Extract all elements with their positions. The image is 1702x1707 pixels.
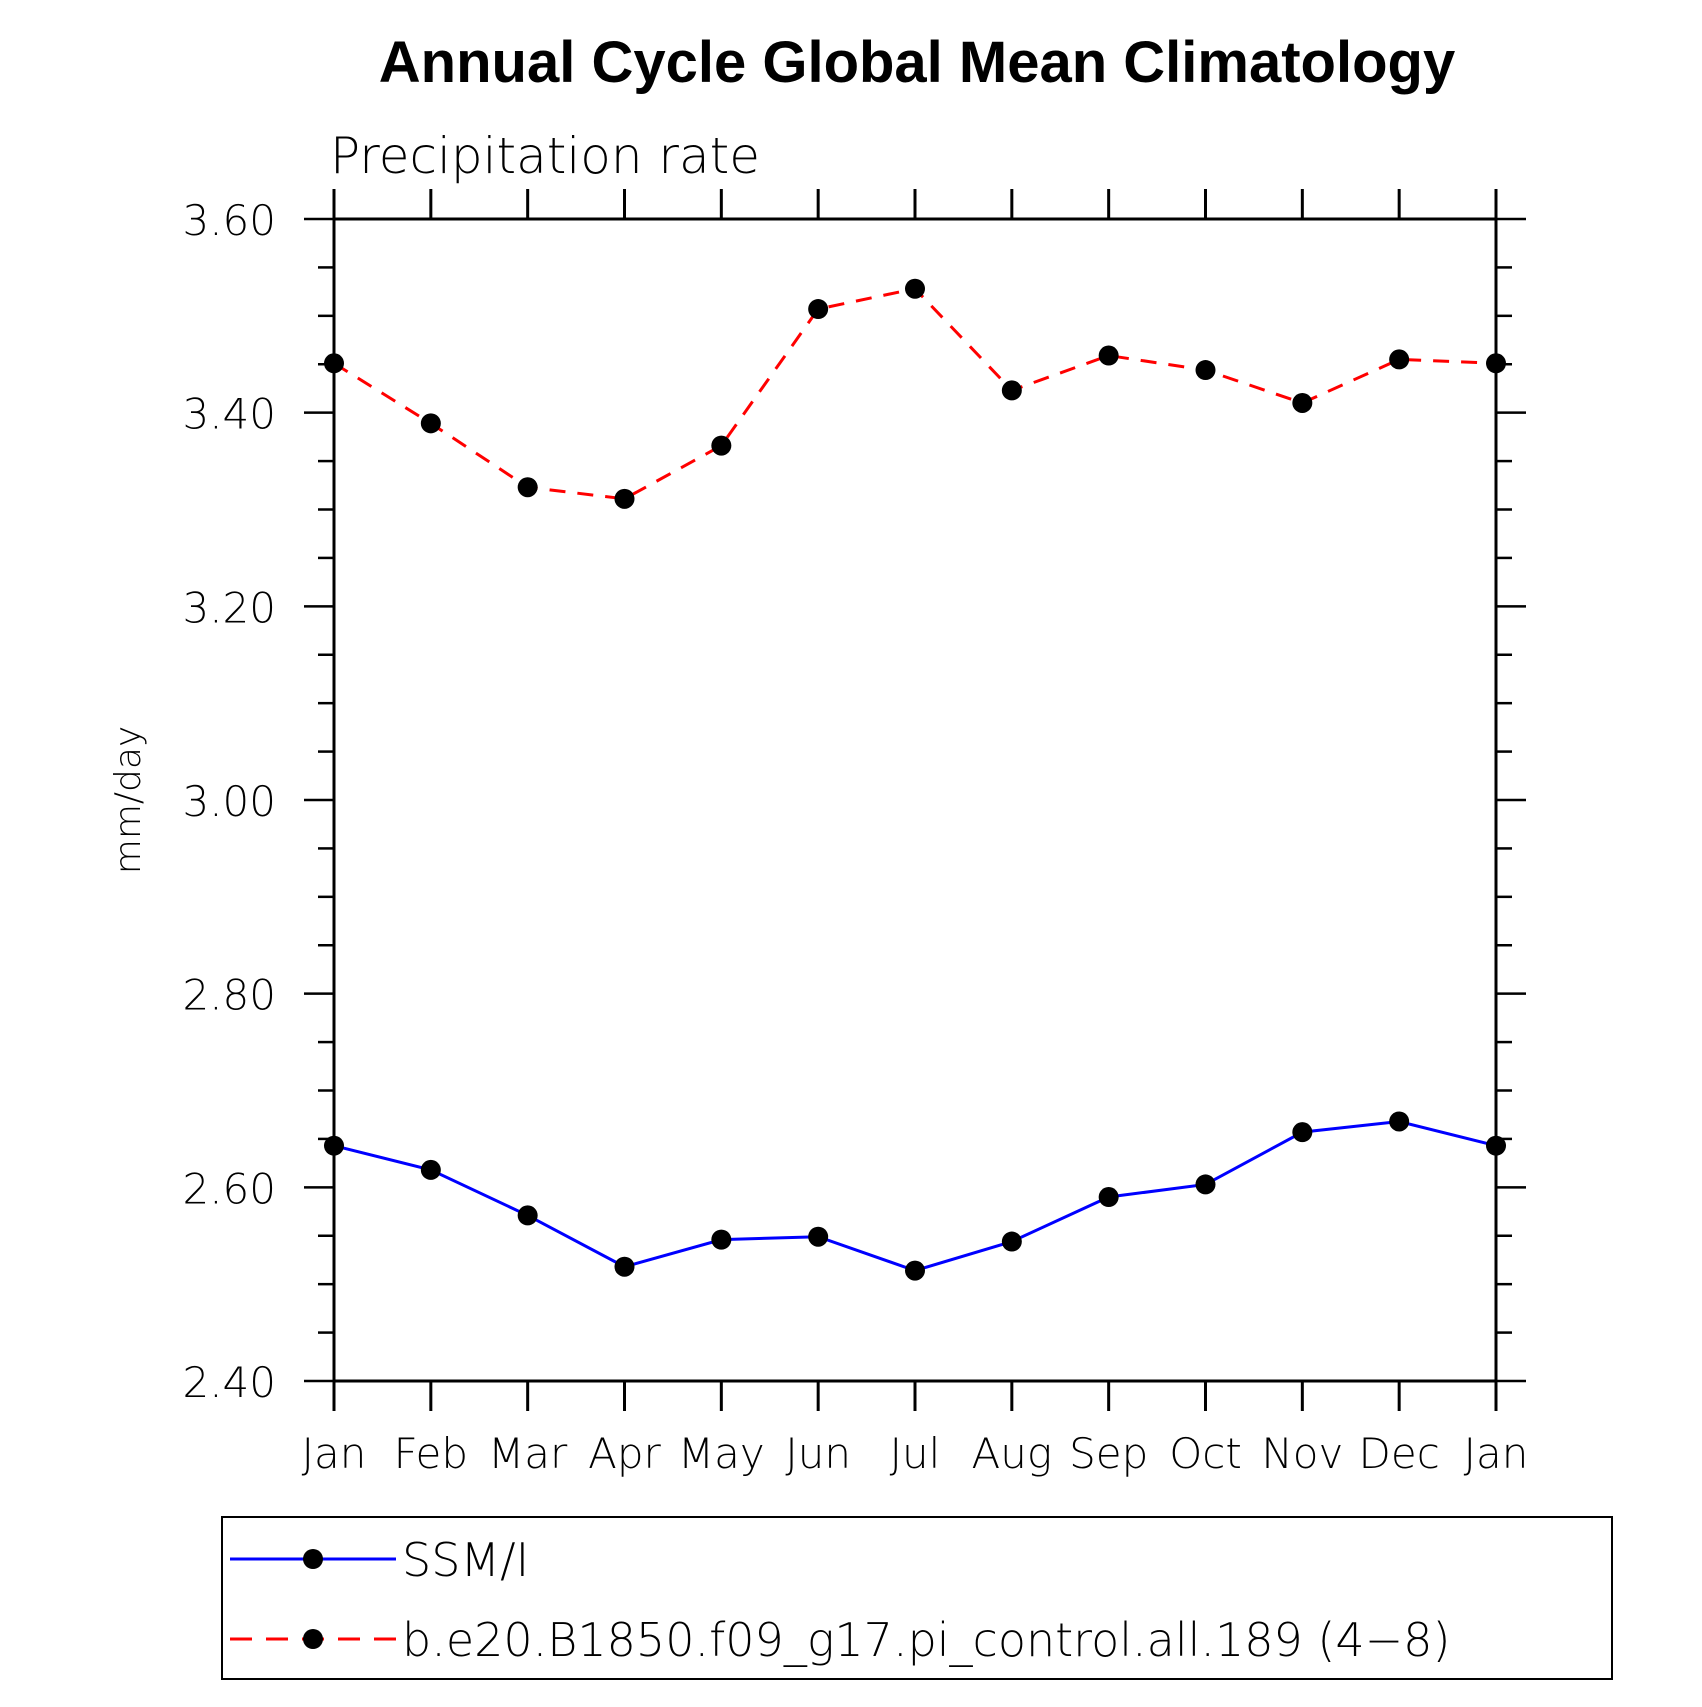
x-tick-label: Nov <box>1261 1429 1343 1478</box>
series-2 <box>324 278 1506 509</box>
data-point <box>1195 1174 1216 1195</box>
y-tick-label: 2.80 <box>182 971 276 1020</box>
x-tick-label: May <box>678 1429 765 1478</box>
axes: Jan Feb Mar Apr May Jun Jul Aug Sep Oct Nov Dec Jan 2… <box>182 189 1528 1478</box>
legend-marker-2 <box>303 1629 323 1649</box>
data-point <box>614 1256 635 1277</box>
data-point <box>1292 1122 1313 1143</box>
data-point <box>711 1229 732 1250</box>
x-tick-label: Apr <box>588 1429 661 1478</box>
data-point <box>808 1226 829 1247</box>
data-point <box>614 488 635 509</box>
x-tick-label: Jan <box>302 1429 367 1478</box>
series-1 <box>324 1111 1506 1281</box>
legend-box <box>221 1516 1613 1680</box>
x-tick-label: Sep <box>1069 1429 1148 1478</box>
data-point <box>1195 360 1216 381</box>
data-point <box>324 1135 344 1156</box>
y-tick-label: 2.40 <box>182 1358 276 1407</box>
data-point <box>517 477 538 498</box>
data-point <box>1292 392 1313 413</box>
data-point <box>1001 1231 1022 1252</box>
y-tick-label: 2.60 <box>182 1164 276 1213</box>
legend: SSM/I b.e20.B1850.f09_g17.pi_control.all.… <box>221 1516 1613 1680</box>
x-tick-label: Oct <box>1169 1429 1242 1478</box>
y-tick-label: 3.20 <box>182 583 276 632</box>
x-tick-label: Dec <box>1359 1429 1440 1478</box>
data-point <box>1486 353 1506 374</box>
chart-subtitle: Precipitation rate <box>330 127 760 185</box>
x-tick-label: Jan <box>1464 1429 1529 1478</box>
x-tick-label: Aug <box>972 1429 1053 1478</box>
data-point <box>1098 345 1119 366</box>
series-line <box>333 1119 1497 1273</box>
y-tick-label: 3.00 <box>182 777 276 826</box>
data-point <box>1389 1111 1410 1132</box>
series-layer <box>324 278 1506 1281</box>
legend-marker-1 <box>303 1549 323 1569</box>
data-point <box>517 1205 538 1226</box>
legend-label-1: SSM/I <box>402 1533 529 1587</box>
x-tick-label: Feb <box>394 1429 468 1478</box>
data-point <box>1486 1135 1506 1156</box>
x-tick-label: Mar <box>488 1429 568 1478</box>
series-line <box>333 287 1497 501</box>
data-point <box>1389 349 1410 370</box>
data-point <box>1001 380 1022 401</box>
legend-label-2: b.e20.B1850.f09_g17.pi_control.all.189 (… <box>402 1613 1450 1667</box>
x-tick-label: Jun <box>785 1429 851 1478</box>
data-point <box>808 299 829 320</box>
y-tick-label: 3.40 <box>182 390 276 439</box>
y-tick-label: 3.60 <box>182 196 276 245</box>
data-point <box>711 435 732 456</box>
data-point <box>1098 1187 1119 1208</box>
data-point <box>905 278 925 299</box>
data-point <box>905 1260 925 1281</box>
data-point <box>420 413 441 434</box>
x-tick-label: Jul <box>890 1429 941 1478</box>
chart-title: Annual Cycle Global Mean Climatology <box>379 30 1455 95</box>
y-axis-label: mm/day <box>108 726 149 874</box>
data-point <box>420 1159 441 1180</box>
data-point <box>324 353 344 374</box>
